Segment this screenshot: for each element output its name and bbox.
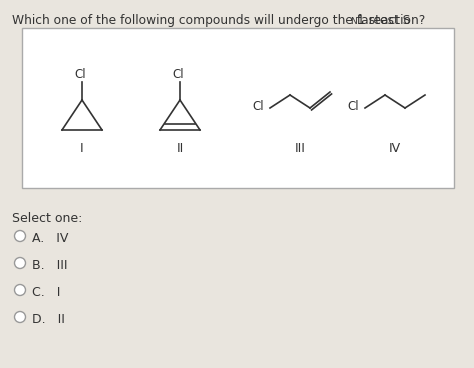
Text: Cl: Cl <box>74 68 86 81</box>
Text: Select one:: Select one: <box>12 212 82 225</box>
Text: II: II <box>176 142 183 155</box>
Text: B.   III: B. III <box>32 259 67 272</box>
Text: N: N <box>350 17 357 25</box>
Text: Cl: Cl <box>252 100 264 113</box>
Text: Cl: Cl <box>347 100 359 113</box>
Text: 1 reaction?: 1 reaction? <box>357 14 425 27</box>
Text: Which one of the following compounds will undergo the fastest S: Which one of the following compounds wil… <box>12 14 410 27</box>
Circle shape <box>15 230 26 241</box>
Text: D.   II: D. II <box>32 313 65 326</box>
Text: III: III <box>294 142 305 155</box>
Text: C.   I: C. I <box>32 286 60 299</box>
Text: A.   IV: A. IV <box>32 232 68 245</box>
Text: I: I <box>80 142 84 155</box>
Circle shape <box>15 284 26 296</box>
Circle shape <box>15 258 26 269</box>
Text: Cl: Cl <box>172 68 183 81</box>
Text: IV: IV <box>389 142 401 155</box>
Bar <box>22 28 454 188</box>
Circle shape <box>15 311 26 322</box>
